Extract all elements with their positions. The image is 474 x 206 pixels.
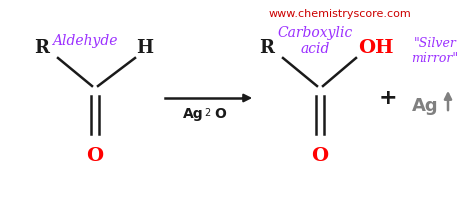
Text: www.chemistryscore.com: www.chemistryscore.com: [269, 9, 411, 19]
Text: Ag: Ag: [183, 107, 204, 121]
Text: OH: OH: [358, 39, 394, 57]
Text: 2: 2: [204, 108, 210, 118]
Text: R: R: [35, 39, 49, 57]
Text: Carboxylic
acid: Carboxylic acid: [277, 26, 353, 56]
Text: O: O: [214, 107, 226, 121]
Text: Ag: Ag: [412, 97, 438, 115]
Text: O: O: [311, 147, 328, 165]
Text: "Silver
mirror": "Silver mirror": [411, 37, 458, 65]
Text: O: O: [86, 147, 103, 165]
Text: +: +: [379, 88, 397, 108]
Text: R: R: [259, 39, 274, 57]
Text: Aldehyde: Aldehyde: [52, 34, 118, 48]
Text: H: H: [137, 39, 154, 57]
